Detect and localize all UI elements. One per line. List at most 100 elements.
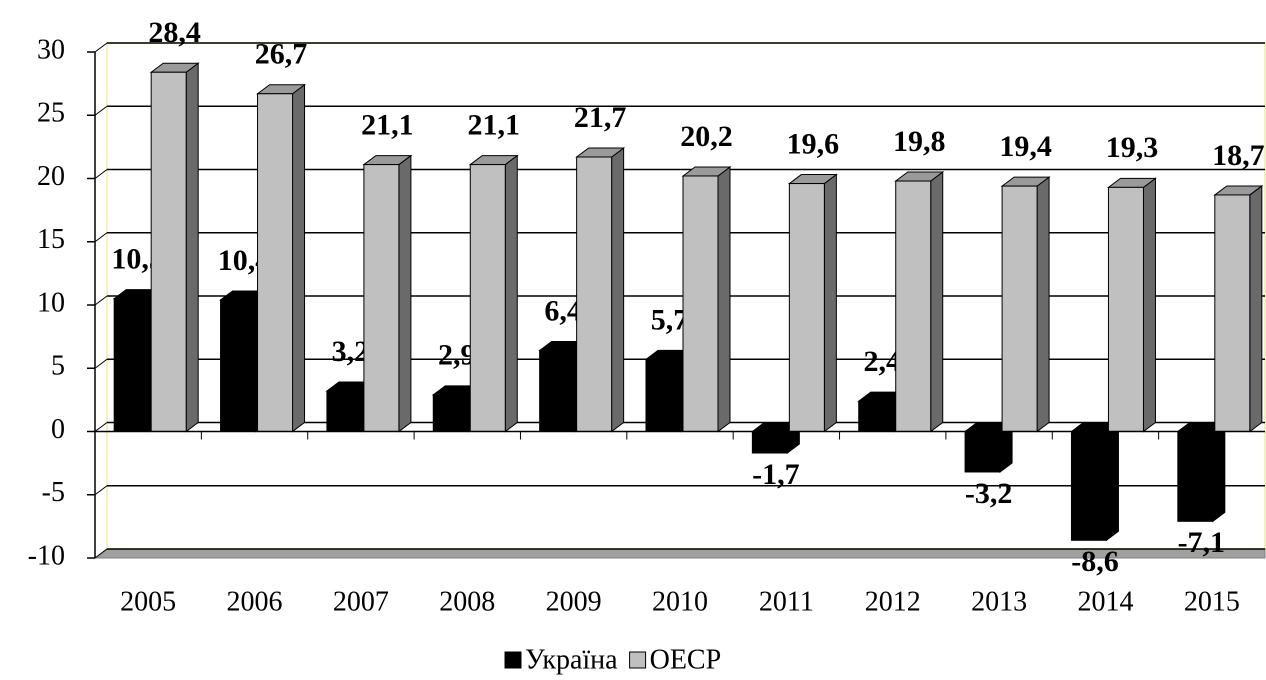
legend-swatch — [629, 651, 647, 669]
bar-side — [504, 154, 518, 433]
bar-side — [292, 83, 306, 433]
grid-line — [94, 358, 108, 369]
bar-group — [1176, 421, 1227, 523]
value-label: -7,1 — [1178, 526, 1226, 559]
x-tick-label: 2011 — [759, 586, 814, 617]
value-label: 21,1 — [361, 108, 414, 141]
bar — [326, 390, 363, 432]
x-tick-label: 2010 — [652, 586, 708, 617]
bar — [363, 164, 400, 433]
y-tick-label: -5 — [42, 477, 65, 508]
value-label: 3,2 — [332, 335, 370, 368]
bar-group — [362, 154, 413, 433]
grid-line — [94, 42, 108, 53]
bar-side — [1105, 421, 1119, 542]
grid-line — [94, 169, 108, 179]
y-tick-label: 10 — [37, 287, 65, 318]
value-label: -1,7 — [752, 458, 800, 491]
value-label: 5,7 — [651, 303, 689, 336]
bar-group — [1106, 177, 1157, 433]
x-tick-label: 2008 — [439, 586, 495, 617]
legend-label: Україна — [525, 644, 618, 675]
bar-side — [1142, 177, 1156, 433]
bar — [113, 298, 150, 432]
bar-group — [468, 154, 519, 433]
value-label: -8,6 — [1071, 545, 1119, 578]
bar — [895, 180, 932, 432]
value-label: 26,7 — [255, 38, 308, 71]
bar-group — [1000, 176, 1051, 433]
x-tick-label: 2015 — [1184, 586, 1240, 617]
value-label: -3,2 — [965, 477, 1013, 510]
bar-group — [1069, 421, 1120, 542]
bar-side — [717, 165, 731, 433]
bar — [1001, 185, 1038, 432]
grid-line — [94, 485, 108, 496]
value-label: 28,4 — [148, 16, 201, 49]
x-tick-label: 2014 — [1077, 586, 1133, 617]
value-label: 21,1 — [468, 108, 521, 141]
value-label: 19,3 — [1106, 131, 1159, 164]
value-label: 18,7 — [1212, 139, 1265, 172]
bar-group — [681, 165, 732, 433]
legend-swatch — [504, 651, 522, 669]
bar — [432, 394, 469, 433]
grid-line — [94, 295, 108, 306]
bar — [1214, 194, 1251, 432]
grid-line — [94, 105, 108, 116]
bar — [751, 431, 788, 454]
bar-side — [1036, 176, 1050, 433]
value-label: 19,6 — [787, 127, 840, 160]
bar — [1107, 186, 1144, 432]
bar — [645, 358, 682, 432]
bar-side — [1212, 421, 1226, 523]
bar — [788, 183, 825, 432]
value-label: 19,8 — [893, 125, 946, 158]
bar — [220, 299, 257, 432]
bar-group — [1213, 184, 1264, 433]
value-label: 20,2 — [680, 120, 733, 153]
bar — [257, 93, 294, 433]
bar — [1070, 431, 1107, 541]
y-tick-label: 25 — [37, 98, 65, 129]
y-tick-label: -10 — [28, 540, 65, 571]
value-label: 2,4 — [863, 345, 901, 378]
bar-side — [611, 146, 625, 433]
bar-group — [575, 146, 626, 433]
bar — [150, 71, 187, 433]
bar-side — [185, 62, 199, 433]
grid-line — [94, 422, 108, 432]
bar — [964, 431, 1001, 473]
x-tick-label: 2009 — [546, 586, 602, 617]
grid-line — [94, 232, 108, 243]
value-label: 6,4 — [544, 294, 582, 327]
bar-group — [256, 83, 307, 433]
grid-line — [94, 548, 108, 559]
y-tick-label: 15 — [37, 224, 65, 255]
y-tick-label: 5 — [51, 351, 65, 382]
y-tick-label: 30 — [37, 34, 65, 65]
bar-group — [149, 62, 200, 433]
value-label: 21,7 — [574, 101, 627, 134]
bar — [682, 175, 719, 432]
bar-group — [963, 421, 1014, 473]
bar-side — [930, 171, 944, 433]
bar-side — [398, 154, 412, 433]
y-tick-label: 20 — [37, 161, 65, 192]
x-tick-label: 2006 — [227, 586, 283, 617]
bar — [1177, 431, 1214, 522]
bar-group — [894, 171, 945, 433]
bar — [539, 350, 576, 433]
x-tick-label: 2013 — [971, 586, 1027, 617]
x-tick-label: 2012 — [865, 586, 921, 617]
bar-side — [823, 173, 837, 433]
legend-label: ОЕСР — [650, 644, 722, 675]
y-tick-label: 0 — [51, 414, 65, 445]
x-tick-label: 2005 — [120, 586, 176, 617]
bar-group — [787, 173, 838, 433]
bar — [576, 156, 613, 432]
x-tick-label: 2007 — [333, 586, 389, 617]
value-label: 2,9 — [438, 339, 476, 372]
bar — [858, 400, 895, 433]
